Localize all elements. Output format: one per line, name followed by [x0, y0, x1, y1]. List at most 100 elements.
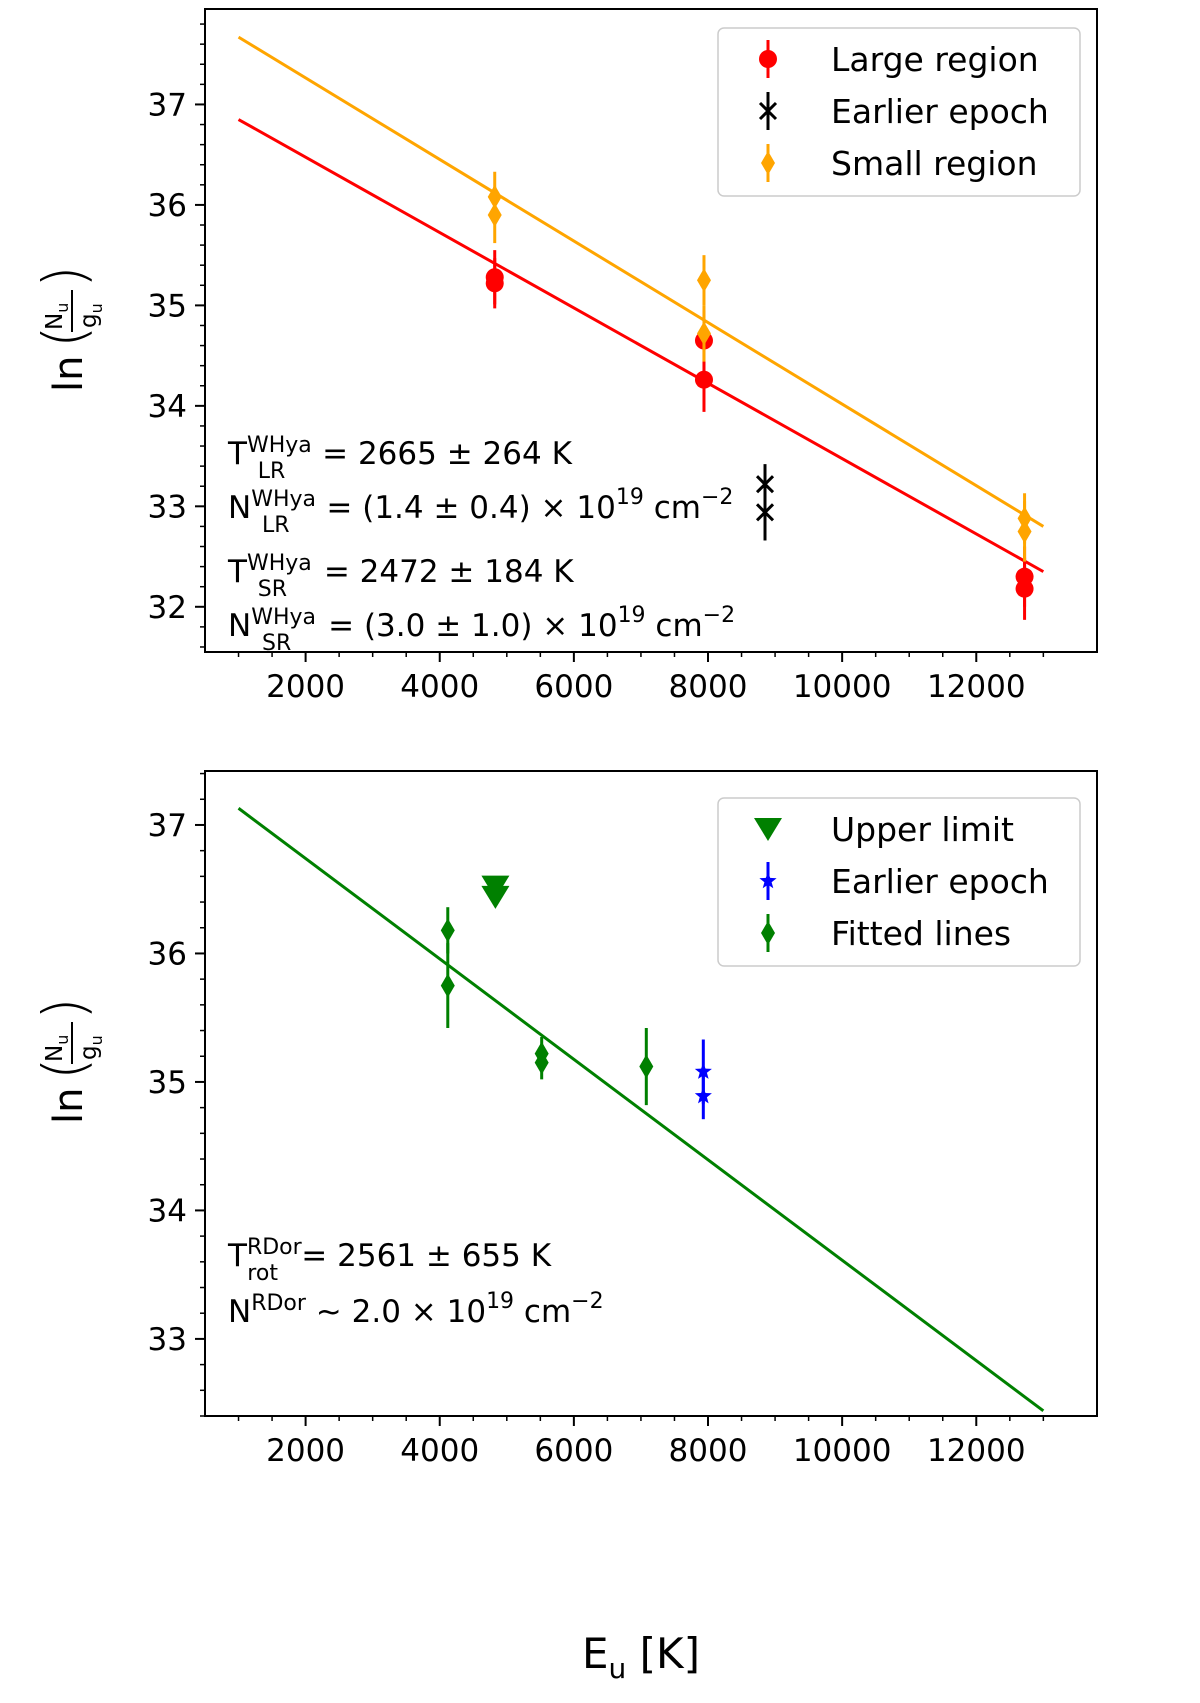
ylabel-numerator: Nu	[42, 1035, 72, 1062]
x-tick-label: 2000	[266, 669, 345, 705]
x-tick-label: 4000	[400, 669, 479, 705]
fit-annotation: TWHya SR = 2472 ± 184 K	[227, 551, 574, 602]
fitted-lines-point	[639, 1054, 654, 1079]
annotation-unit-exponent: −2	[571, 1289, 603, 1314]
x-tick-label: 12000	[927, 669, 1026, 705]
annotation-superscript: RDor	[251, 1291, 307, 1316]
fit-annotation: NWHya LR = (1.4 ± 0.4) × 1019 cm−2	[228, 485, 733, 538]
top-y-axis-label: ln ( Nu gu )	[30, 265, 106, 392]
x-tick-label: 10000	[793, 1433, 892, 1469]
annotation-value: = 2472 ± 184 K	[314, 554, 574, 590]
fit-annotation: TWHya LR = 2665 ± 264 K	[227, 433, 573, 484]
x-tick-label: 12000	[927, 1433, 1026, 1469]
axis-ticks: 2000 4000 6000 8000 10000 12000 32 33 34 35 36 37	[148, 23, 1045, 705]
earlier-epoch-series	[694, 1039, 712, 1120]
y-tick-label: 32	[148, 590, 187, 626]
annotation-symbol: T	[227, 554, 248, 590]
y-tick-label: 34	[148, 389, 187, 425]
legend-label-large-region: Large region	[831, 40, 1039, 79]
legend-marker-large-region	[759, 50, 777, 68]
earlier-epoch-point	[694, 1087, 712, 1104]
annotation-symbol: N	[228, 608, 251, 644]
fitted-lines-point	[440, 973, 455, 998]
fit-annotation: NRDor ∼ 2.0 × 1019 cm−2	[228, 1289, 604, 1330]
annotation-superscript: RDor	[247, 1235, 303, 1260]
annotation-value: = 2561 ± 655 K	[291, 1238, 551, 1274]
annotation-superscript: WHya	[247, 551, 312, 576]
ylabel-close-paren: )	[30, 997, 98, 1020]
ylabel-open-paren: (	[30, 325, 98, 348]
x-axis-label: Eu [K]	[582, 1629, 700, 1685]
annotation-value: = 2665 ± 264 K	[312, 436, 572, 472]
ylabel-prefix: ln	[46, 1088, 92, 1124]
y-tick-label: 33	[148, 1322, 187, 1358]
ylabel-denominator: gu	[76, 303, 106, 328]
annotation-value: = (3.0 ± 1.0) × 10	[318, 608, 617, 644]
annotation-subscript: LR	[262, 513, 290, 538]
lr-fit-line	[237, 118, 1045, 573]
legend-label-upper-limit: Upper limit	[831, 810, 1014, 849]
annotation-unit: cm	[514, 1294, 571, 1330]
large-region-point	[1015, 579, 1034, 598]
small-region-series	[487, 171, 1032, 562]
large-region-point	[485, 274, 504, 293]
legend-box	[717, 27, 1081, 197]
fitted-lines-point	[440, 918, 455, 943]
plot-frame	[204, 770, 1098, 1417]
annotation-superscript: WHya	[247, 433, 312, 458]
ylabel-numerator: Nu	[42, 303, 72, 330]
annotation-unit-exponent: −2	[701, 485, 733, 510]
small-region-point	[487, 202, 502, 227]
legend-label-fitted-lines: Fitted lines	[831, 914, 1011, 953]
legend-marker-small-region	[761, 151, 775, 175]
legend-label-earlier-epoch: Earlier epoch	[831, 862, 1049, 901]
legend: Large region Earlier epoch Small region	[717, 27, 1081, 197]
x-tick-label: 2000	[266, 1433, 345, 1469]
x-tick-label: 6000	[534, 669, 613, 705]
annotation-exponent: 19	[486, 1289, 514, 1314]
annotation-symbol: T	[227, 1238, 248, 1274]
annotation-subscript: rot	[247, 1261, 278, 1286]
annotation-symbol: T	[227, 436, 248, 472]
annotation-symbol: N	[228, 1294, 251, 1330]
annotation-subscript: SR	[262, 631, 291, 656]
earlier-epoch-point	[755, 503, 775, 522]
y-tick-label: 36	[148, 188, 187, 224]
x-tick-label: 10000	[793, 669, 892, 705]
small-region-point	[696, 268, 711, 293]
legend: Upper limit Earlier epoch Fitted lines	[717, 797, 1081, 967]
annotation-unit: cm	[644, 490, 701, 526]
annotation-symbol: N	[228, 490, 251, 526]
top-panel: 2000 4000 6000 8000 10000 12000 32 33 34 35 36 37 La…	[148, 8, 1098, 705]
fit-annotation: NWHya SR = (3.0 ± 1.0) × 1019 cm−2	[228, 603, 735, 656]
y-tick-label: 35	[148, 1065, 187, 1101]
small-region-point	[1017, 519, 1032, 544]
y-tick-label: 36	[148, 936, 187, 972]
annotation-exponent: 19	[616, 485, 644, 510]
large-region-point	[694, 370, 713, 389]
small-region-point	[696, 321, 711, 346]
ylabel-denominator: gu	[76, 1035, 106, 1060]
y-tick-label: 35	[148, 288, 187, 324]
annotation-unit-exponent: −2	[703, 603, 735, 628]
earlier-epoch-series	[755, 464, 775, 541]
fit-annotation: TRDor rot = 2561 ± 655 K	[227, 1235, 552, 1286]
y-tick-label: 34	[148, 1193, 187, 1229]
annotation-value: = (1.4 ± 0.4) × 10	[317, 490, 616, 526]
legend-marker-fitted-lines	[761, 921, 775, 945]
axis-ticks: 2000 4000 6000 8000 10000 12000 33 34 35 36 37	[148, 772, 1045, 1469]
x-tick-label: 4000	[400, 1433, 479, 1469]
x-tick-label: 6000	[534, 1433, 613, 1469]
fitted-lines-point	[534, 1050, 549, 1075]
annotation-superscript: WHya	[251, 605, 316, 630]
earlier-epoch-point	[694, 1062, 712, 1079]
earlier-epoch-point	[755, 475, 775, 494]
fitted-lines-series	[440, 907, 654, 1106]
bottom-panel: 2000 4000 6000 8000 10000 12000 33 34 35 36 37 Uppe…	[148, 770, 1098, 1469]
annotation-subscript: LR	[258, 459, 286, 484]
legend-marker-upper-limit	[754, 818, 782, 841]
annotation-superscript: WHya	[251, 487, 316, 512]
y-tick-label: 33	[148, 489, 187, 525]
legend-label-small-region: Small region	[831, 144, 1038, 183]
annotation-subscript: SR	[258, 577, 287, 602]
